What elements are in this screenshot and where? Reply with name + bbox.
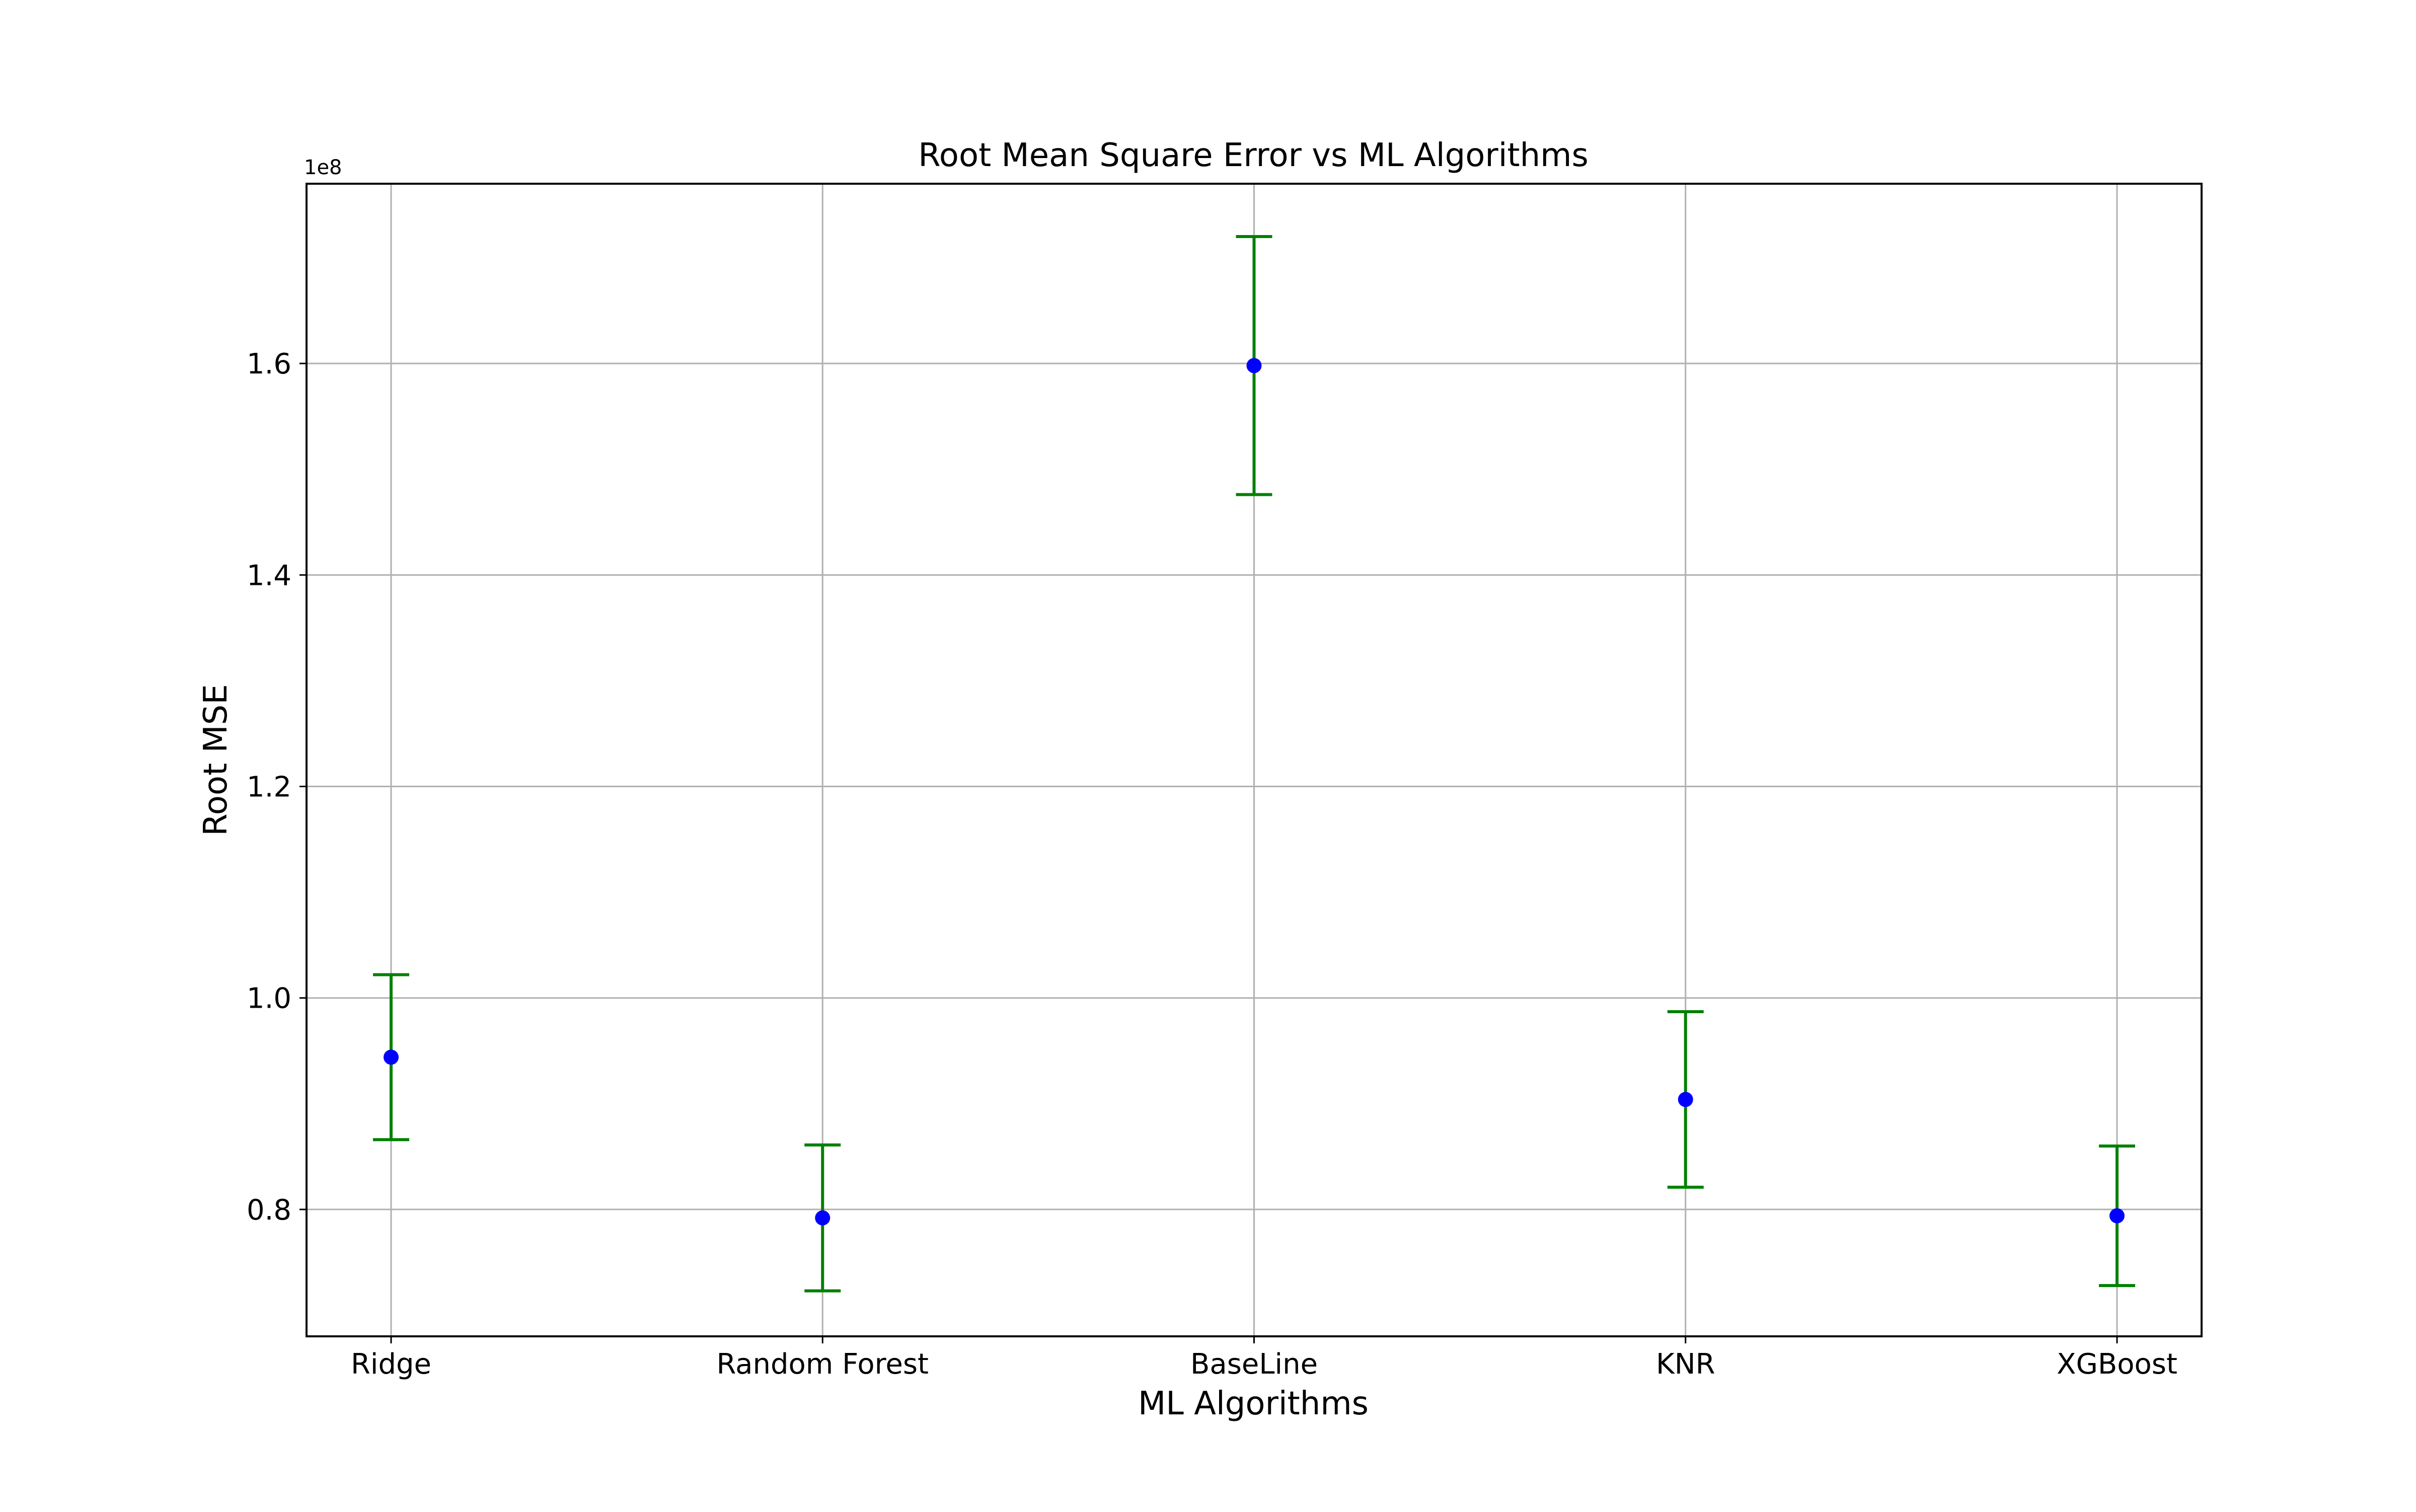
data-point — [815, 1210, 830, 1226]
x-tick-label: Random Forest — [716, 1348, 929, 1381]
y-tick-label: 1.6 — [247, 348, 291, 381]
data-point — [1246, 358, 1262, 373]
marker-layer — [384, 358, 2125, 1226]
data-point — [384, 1049, 399, 1065]
y-tick-label: 1.2 — [247, 771, 291, 804]
y-tick-label: 0.8 — [247, 1194, 291, 1227]
chart-title: Root Mean Square Error vs ML Algorithms — [918, 137, 1589, 174]
data-point — [1678, 1092, 1693, 1107]
y-axis-ticks: 0.8 1.0 1.2 1.4 1.6 — [247, 348, 307, 1227]
data-point — [2109, 1208, 2125, 1224]
y-axis-scale-label: 1e8 — [304, 156, 342, 179]
x-tick-label: KNR — [1656, 1348, 1715, 1381]
x-axis-label: ML Algorithms — [1138, 1385, 1369, 1422]
x-tick-label: BaseLine — [1190, 1348, 1318, 1381]
x-tick-label: Ridge — [351, 1348, 431, 1381]
y-axis-label: Root MSE — [197, 684, 235, 836]
y-tick-label: 1.0 — [247, 982, 291, 1015]
x-axis-ticks: Ridge Random Forest BaseLine KNR XGBoost — [351, 1336, 2177, 1381]
y-tick-label: 1.4 — [247, 559, 291, 592]
x-tick-label: XGBoost — [2057, 1348, 2177, 1381]
